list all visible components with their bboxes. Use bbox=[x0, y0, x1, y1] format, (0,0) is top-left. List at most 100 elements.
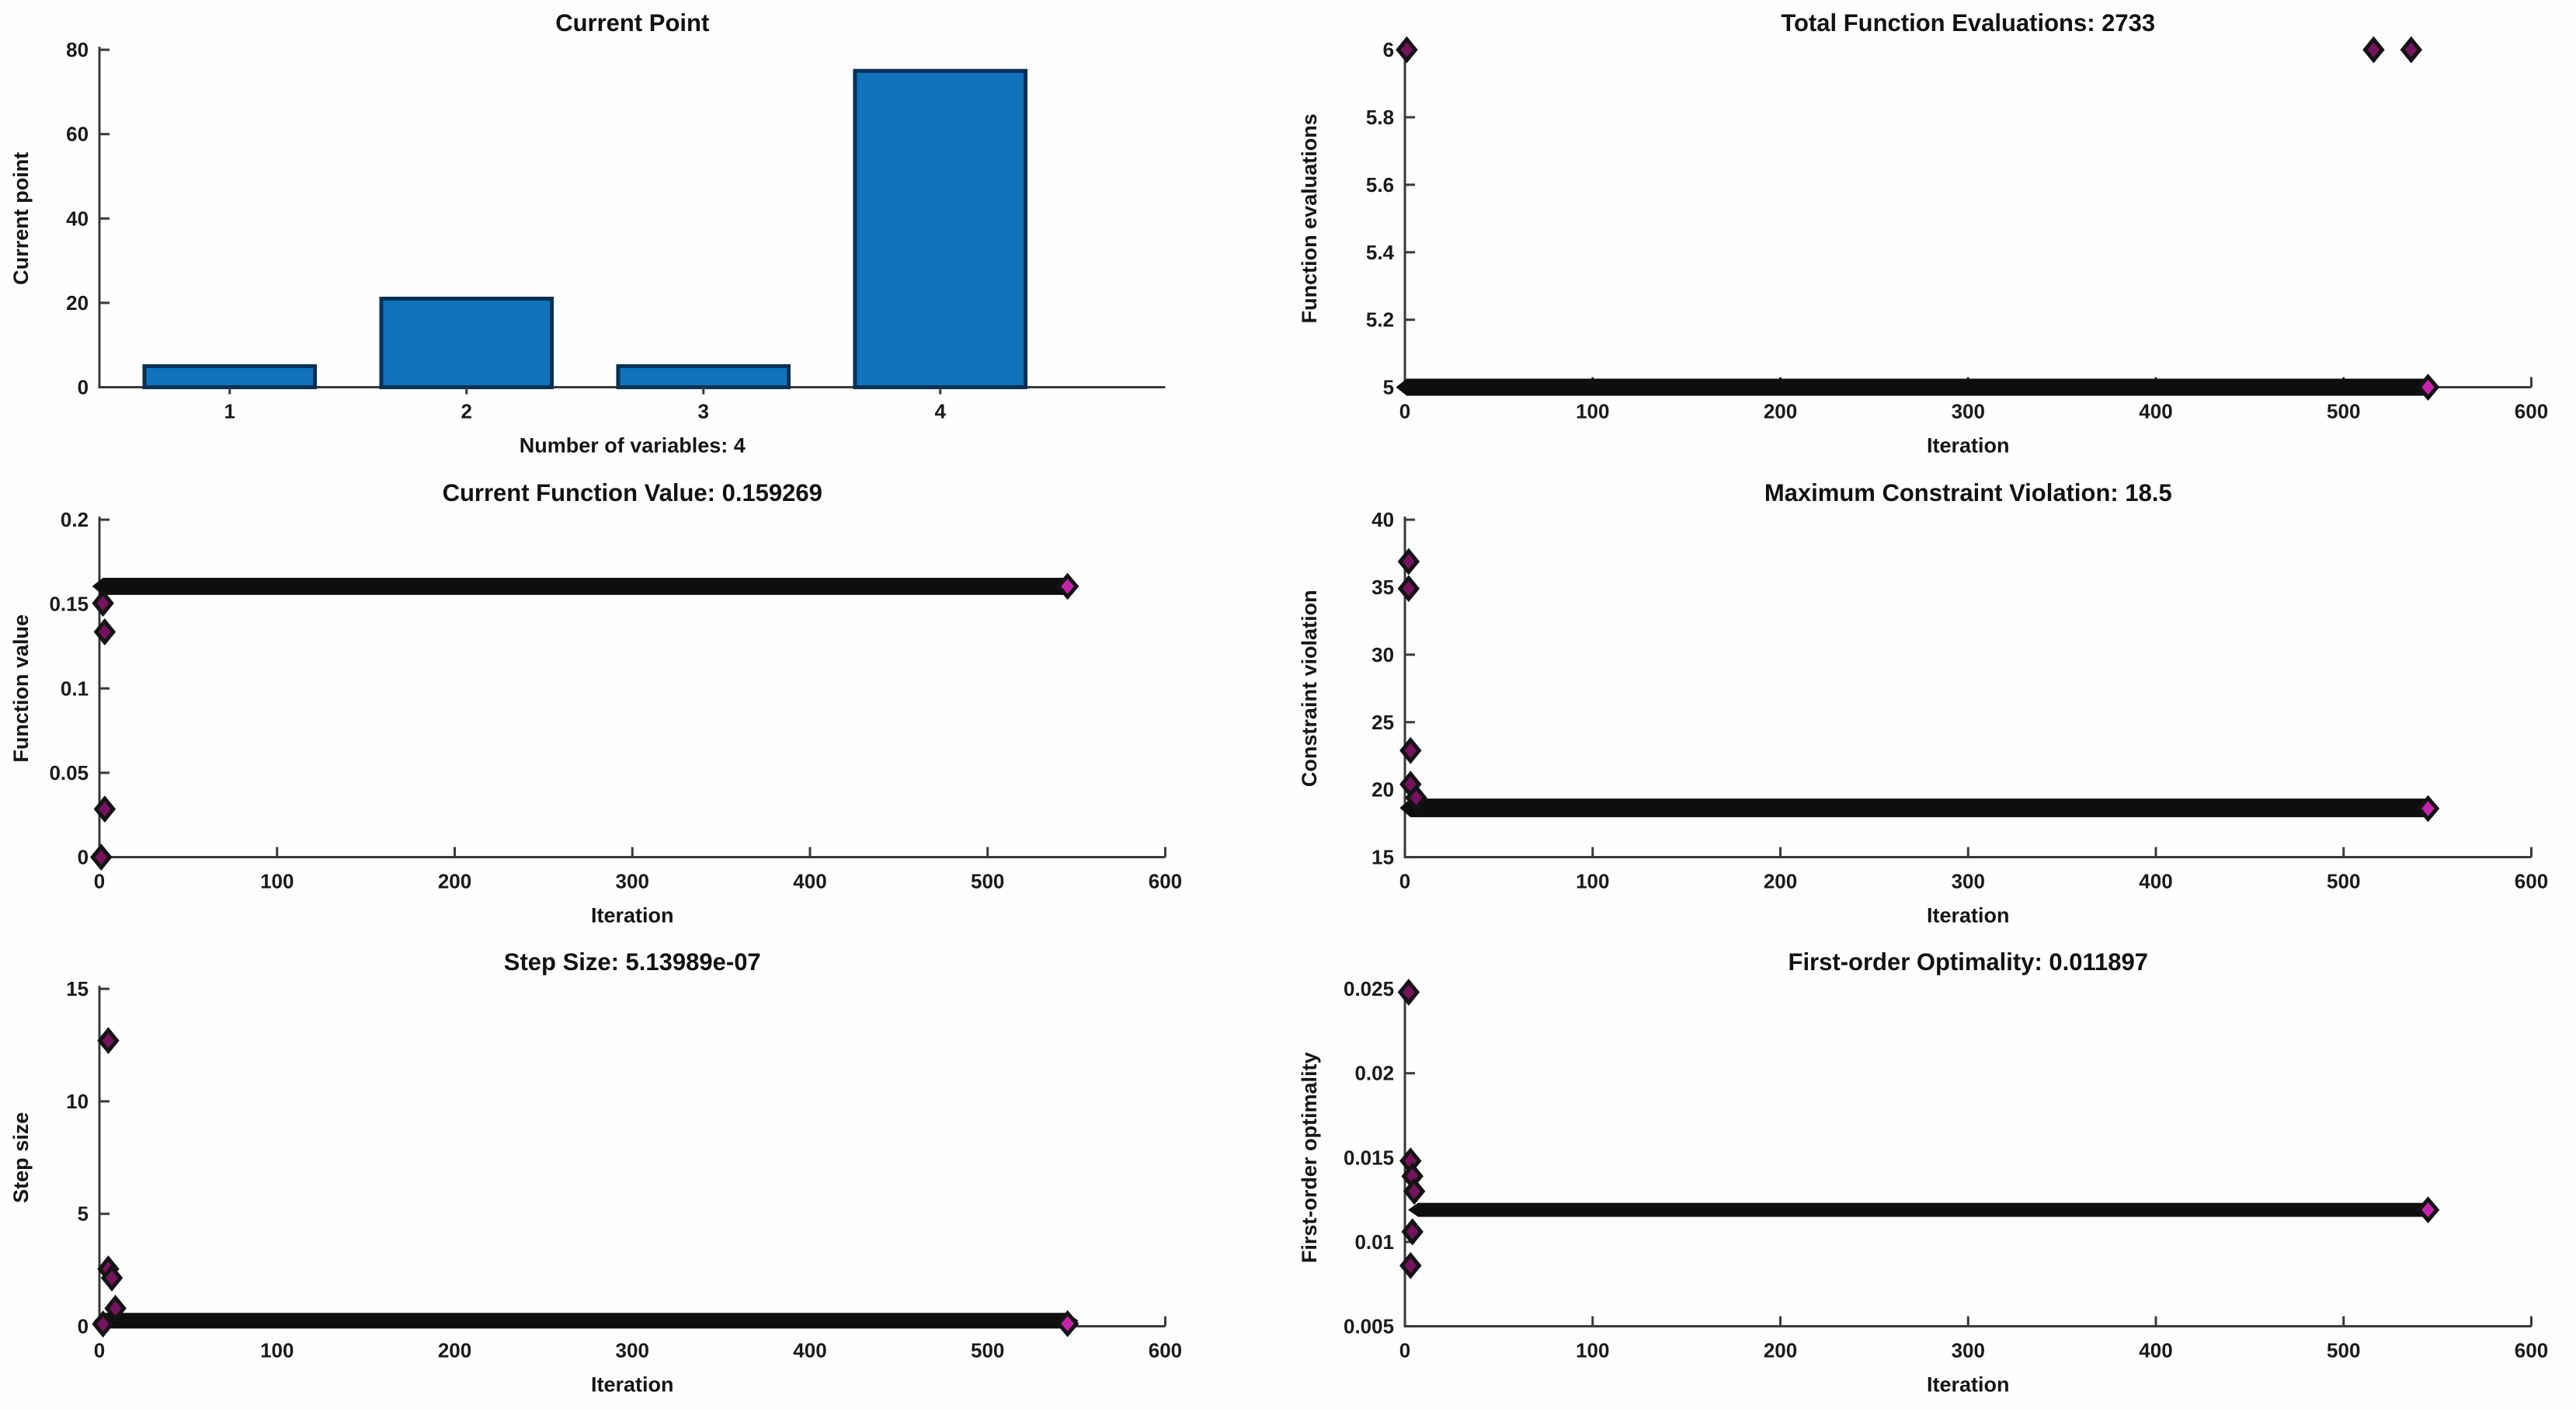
y-tick-label: 0.05 bbox=[49, 761, 89, 785]
final-point-diamond bbox=[1055, 1310, 1079, 1338]
marker-band bbox=[93, 1313, 1079, 1329]
x-tick-label: 0 bbox=[1399, 1339, 1410, 1362]
y-tick-label: 0.1 bbox=[61, 677, 89, 700]
y-axis-label: First-order optimality bbox=[1298, 1052, 1321, 1264]
x-axis-label: Iteration bbox=[1927, 1373, 2009, 1397]
x-axis-label: Iteration bbox=[1927, 434, 2009, 457]
current-point-bar-chart: 0 20 40 60 80 Current Point Number of variable… bbox=[9, 9, 1166, 457]
chart-title: First-order Optimality: 0.011897 bbox=[1788, 948, 2148, 976]
y-tick-label: 5.8 bbox=[1365, 106, 1393, 129]
x-axis-label: Iteration bbox=[591, 903, 673, 927]
y-tick-label: 35 bbox=[1371, 576, 1394, 599]
x-tick-label: 100 bbox=[260, 1339, 294, 1362]
y-tick-label: 0.01 bbox=[1354, 1230, 1394, 1254]
subplot-function-value: 0 0.05 0.1 0.15 0.2 0 100 200 300 400 500 600 Curren… bbox=[0, 470, 1288, 940]
x-tick-label: 200 bbox=[1763, 869, 1796, 892]
data-point-diamond bbox=[93, 795, 116, 823]
x-tick-label: 300 bbox=[616, 1339, 649, 1362]
y-tick-label: 0 bbox=[78, 845, 89, 868]
y-tick-label: 0.02 bbox=[1354, 1062, 1394, 1085]
y-tick-label: 0.015 bbox=[1343, 1146, 1393, 1170]
data-point-diamond bbox=[1399, 1252, 1422, 1280]
subplot-constraint-violation: 15 20 25 30 35 40 0 100 200 300 400 500 600 Maximum C… bbox=[1288, 470, 2576, 940]
final-point-diamond bbox=[2416, 795, 2439, 823]
y-tick-label: 0.005 bbox=[1343, 1315, 1393, 1338]
y-tick-label: 0 bbox=[78, 376, 89, 399]
x-axis-label: Number of variables: 4 bbox=[520, 434, 746, 457]
x-tick-label: 400 bbox=[793, 869, 826, 892]
x-tick-label: 100 bbox=[260, 869, 294, 892]
y-tick-label: 5.6 bbox=[1365, 173, 1393, 197]
x-tick-label: 300 bbox=[1951, 400, 1984, 423]
y-axis-label: Step size bbox=[9, 1112, 33, 1203]
x-tick-label: 500 bbox=[971, 869, 1004, 892]
x-axis-label: Iteration bbox=[1927, 903, 2009, 927]
x-tick-label: 600 bbox=[2514, 400, 2547, 423]
marker-band bbox=[1407, 1202, 2439, 1217]
y-axis-label: Function value bbox=[9, 614, 33, 763]
y-tick-label: 80 bbox=[66, 38, 89, 61]
x-axis-label: Iteration bbox=[591, 1373, 673, 1397]
y-tick-label: 15 bbox=[66, 977, 89, 1000]
x-tick-label: 300 bbox=[1951, 869, 1984, 892]
data-point-diamond bbox=[1397, 574, 1420, 602]
data-point-diamond bbox=[90, 843, 113, 871]
x-tick-label: 4 bbox=[934, 400, 946, 423]
x-tick-label: 200 bbox=[438, 869, 471, 892]
subplot-function-evaluations: 5 5.2 5.4 5.6 5.8 6 0 100 200 300 400 500 600 Total F… bbox=[1288, 0, 2576, 470]
data-point-diamond bbox=[1404, 784, 1427, 812]
x-tick-label: 500 bbox=[2327, 869, 2360, 892]
y-tick-label: 10 bbox=[66, 1090, 89, 1113]
x-tick-label: 600 bbox=[1149, 869, 1182, 892]
x-tick-label: 200 bbox=[1763, 400, 1796, 423]
y-tick-label: 15 bbox=[1371, 845, 1394, 868]
axes-lines bbox=[1403, 47, 2531, 389]
data-point-diamond bbox=[1395, 36, 1418, 64]
y-tick-label: 5.2 bbox=[1365, 308, 1393, 332]
x-tick-label: 400 bbox=[2139, 869, 2172, 892]
x-tick-label: 0 bbox=[94, 1339, 105, 1362]
chart-title: Current Point bbox=[555, 9, 709, 37]
data-point-diamond bbox=[2362, 36, 2385, 64]
x-tick-label: 0 bbox=[1399, 400, 1410, 423]
y-tick-label: 0.15 bbox=[49, 592, 89, 615]
data-point-diamond bbox=[100, 1265, 123, 1292]
x-tick-label: 100 bbox=[1576, 869, 1609, 892]
y-axis-label: Constraint violation bbox=[1298, 590, 1321, 787]
chart-title: Maximum Constraint Violation: 18.5 bbox=[1764, 479, 2171, 506]
marker-band bbox=[1395, 378, 2439, 396]
data-point-diamond bbox=[104, 1295, 127, 1323]
data-point-diamond bbox=[1399, 736, 1422, 764]
y-tick-label: 6 bbox=[1382, 38, 1393, 61]
y-axis-label: Function evaluations bbox=[1298, 113, 1321, 323]
data-point-diamond bbox=[92, 1310, 114, 1338]
data-point-diamond bbox=[1397, 979, 1420, 1007]
y-tick-label: 0.2 bbox=[61, 508, 89, 531]
data-point-diamond bbox=[2400, 36, 2422, 64]
x-tick-label: 500 bbox=[971, 1339, 1004, 1362]
y-tick-label: 30 bbox=[1371, 643, 1394, 666]
x-tick-label: 600 bbox=[2514, 869, 2547, 892]
y-tick-label: 5 bbox=[78, 1202, 89, 1226]
x-tick-label: 100 bbox=[1576, 1339, 1609, 1362]
axes-lines bbox=[98, 986, 1166, 1328]
data-point-diamond bbox=[1397, 548, 1420, 576]
data-point-diamond bbox=[97, 1027, 120, 1055]
x-tick-label: 500 bbox=[2327, 1339, 2360, 1362]
x-tick-label: 300 bbox=[1951, 1339, 1984, 1362]
y-tick-label: 5.4 bbox=[1365, 241, 1394, 264]
y-tick-label: 60 bbox=[66, 123, 89, 146]
data-point-diamond bbox=[1400, 1218, 1424, 1246]
x-tick-label: 0 bbox=[94, 869, 105, 892]
data-point-diamond bbox=[92, 589, 114, 617]
x-tick-label: 400 bbox=[793, 1339, 826, 1362]
y-tick-label: 20 bbox=[1371, 778, 1394, 801]
y-axis-label: Current point bbox=[9, 152, 33, 285]
chart-title: Current Function Value: 0.159269 bbox=[443, 479, 822, 506]
y-tick-label: 0.025 bbox=[1343, 977, 1393, 1000]
first-order-optimality-scatter-chart: 0.005 0.01 0.015 0.02 0.025 0 100 200 300 400 500 6… bbox=[1298, 948, 2548, 1397]
bar bbox=[853, 68, 1028, 390]
chart-title: Step Size: 5.13989e-07 bbox=[504, 948, 761, 976]
